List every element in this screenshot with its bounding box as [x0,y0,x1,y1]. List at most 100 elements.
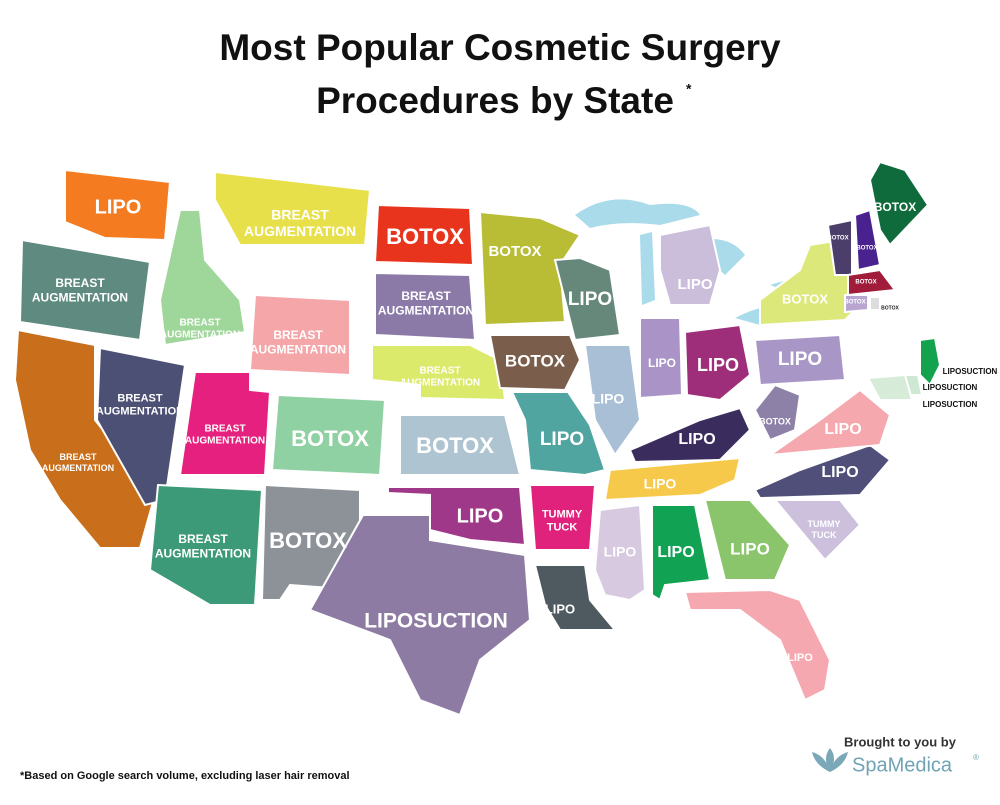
state-label: BREAST [117,392,163,404]
state-label: BREAST [179,318,220,329]
state [639,317,684,400]
state-label: LIPO [568,289,612,310]
state [853,208,882,272]
brand: SpaMedica [852,754,953,776]
state-label: AUGMENTATION [250,342,346,356]
state-label: BOTOX [855,280,876,286]
state [158,209,247,347]
state [683,588,832,702]
state [753,383,802,442]
state [753,443,892,500]
state-label: LIPO [457,505,504,527]
state-label: BOTOX [827,236,848,242]
state [510,391,607,477]
state-label: BOTOX [782,291,828,306]
state [659,223,722,306]
state-label: LIPO [677,276,712,293]
state-label: TUMMY [542,508,583,520]
state-label: AUGMENTATION [400,378,480,389]
state-label: LIPO [678,431,715,448]
state-label: LIPO [95,196,142,218]
state-label: LIPO [730,539,770,558]
state [772,499,862,562]
state-label: LIPO [697,355,739,375]
state [488,334,582,392]
title-line: Most Popular Cosmetic Surgery [219,27,781,68]
state [651,504,712,602]
state [866,373,914,401]
state-labels: LIPOBREASTAUGMENTATIONBREASTAUGMENTATION… [32,196,998,664]
brand-mark: ® [973,753,979,762]
state [703,499,792,581]
state-label: LIPOSUCTION [364,610,508,633]
state [387,486,527,547]
state [248,293,351,377]
title-line: Procedures by State [316,80,674,121]
state-label: AUGMENTATION [96,406,184,418]
state-label: BOTOX [269,528,347,553]
state-label: AUGMENTATION [185,436,265,447]
state [214,170,372,246]
state-shapes [13,160,942,717]
state [766,388,892,457]
state [371,344,507,402]
state-label: LIPO [787,652,813,664]
logo-petal [812,752,830,772]
state [919,336,942,387]
state-label: TUMMY [808,519,841,529]
state-label: LIPO [821,464,858,481]
state-label: LIPOSUCTION [923,400,978,409]
state-label: BREAST [273,328,323,342]
state-label: LIPO [657,544,694,561]
title-mark: * [686,81,692,97]
state-label: BREAST [59,452,97,462]
state-label: AUGMENTATION [155,546,251,560]
state [178,371,272,476]
state [603,456,742,502]
state-label: BREAST [271,206,329,222]
state-label: AUGMENTATION [244,223,356,239]
state-label: BREAST [55,276,105,290]
state [628,406,752,464]
state [13,328,157,549]
state [399,414,522,476]
state [847,268,897,297]
states: LIPOBREASTAUGMENTATIONBREASTAUGMENTATION… [13,160,998,717]
state-label: BREAST [419,366,460,377]
state-label: LIPO [644,476,677,492]
state-label: BOTOX [759,416,791,426]
state-label: BOTOX [881,305,899,311]
state-label: LIPOSUCTION [923,383,978,392]
state-label: LIPO [824,421,861,438]
state-label: LIPOSUCTION [943,367,998,376]
state-label: BREAST [204,424,245,435]
state-label: AUGMENTATION [32,290,128,304]
footnote: *Based on Google search volume, excludin… [20,770,350,782]
state-label: LIPO [540,429,584,450]
state [869,296,881,311]
state-label: BOTOX [291,426,369,451]
lake [640,232,655,305]
state [583,344,642,457]
state [374,271,477,342]
state [528,484,597,551]
credit-line: Brought to you by [844,734,957,749]
state [95,346,187,507]
state [844,294,869,314]
state-label: BOTOX [874,200,916,214]
state-label: BOTOX [416,433,494,458]
state-label: BOTOX [505,351,566,370]
state [270,393,387,477]
state-label: LIPO [648,356,676,370]
state-label: BOTOX [856,246,877,252]
logo-petal [826,748,834,772]
state-label: LIPO [592,391,625,407]
state [308,514,532,717]
state-label: BOTOX [844,300,865,306]
state-label: TUCK [812,530,837,540]
state-label: LIPO [604,544,637,560]
state [753,333,847,387]
state [64,168,172,242]
